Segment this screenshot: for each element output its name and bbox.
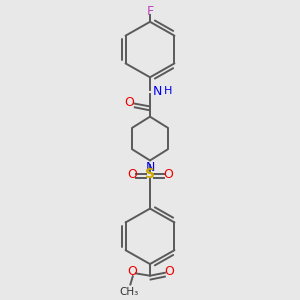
Text: O: O: [164, 265, 174, 278]
Text: F: F: [146, 5, 154, 18]
Text: O: O: [127, 168, 137, 181]
Text: N: N: [153, 85, 162, 98]
Text: N: N: [145, 161, 155, 174]
Text: O: O: [163, 168, 173, 181]
Text: CH₃: CH₃: [120, 287, 139, 297]
Text: H: H: [164, 86, 172, 96]
Text: O: O: [127, 266, 137, 278]
Text: O: O: [124, 96, 134, 109]
Text: S: S: [145, 167, 155, 182]
